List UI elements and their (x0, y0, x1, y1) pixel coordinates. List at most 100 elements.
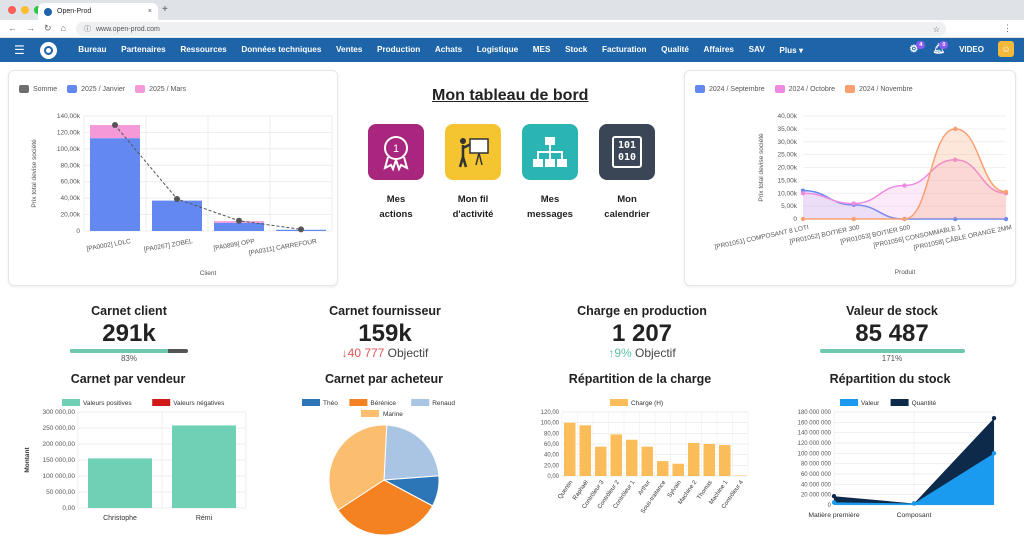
calendar-tile[interactable]: 101 010 (599, 124, 655, 180)
hamburger-menu-icon[interactable]: ☰ (14, 43, 25, 57)
y-tick-label: 15,00k (777, 177, 797, 184)
openprod-logo[interactable] (40, 41, 57, 59)
series-point (800, 191, 806, 196)
browser-tab[interactable]: Open-Prod × (38, 3, 158, 20)
x-tick-label: Composant (897, 512, 932, 519)
x-tick-label: [PA0311] CARREFOUR (248, 238, 317, 257)
y-tick-label: 20,00k (777, 165, 797, 172)
kpi-percentage: 83% (120, 354, 137, 363)
y-tick-label: 200 000,00 (42, 441, 75, 448)
y-tick-label: 100 000,00 (42, 473, 75, 480)
main-menu: Bureau Partenaires Ressources Données techn… (71, 45, 810, 55)
legend-item[interactable]: Bérénice (349, 399, 396, 407)
legend-label: Valeurs positives (83, 400, 132, 407)
url-input[interactable]: ⓘ www.open-prod.com ☆ (76, 22, 946, 36)
legend-item[interactable]: Théo (302, 399, 338, 407)
legend-item[interactable]: 2024 / Novembre (844, 85, 913, 93)
messages-tile[interactable] (522, 124, 578, 180)
bar-mars (90, 125, 140, 139)
forward-icon[interactable]: → (26, 23, 35, 33)
video-link[interactable]: VIDEO (959, 44, 984, 54)
nav-item-2[interactable]: Partenaires (121, 45, 166, 54)
legend-label: Quantité (912, 400, 937, 407)
pie-slice (328, 424, 388, 511)
bar (88, 458, 152, 508)
close-window-button[interactable] (8, 6, 16, 14)
legend-item[interactable]: 2024 / Octobre (774, 85, 835, 93)
x-tick-label: [PA0002] LDLC (86, 238, 132, 253)
y-tick-label: 20,00k (60, 212, 80, 219)
legend-item[interactable]: Renaud (411, 399, 455, 407)
legend-item[interactable]: Charge (H) (610, 399, 663, 407)
browser-menu-icon[interactable]: ⋮ (1003, 23, 1012, 33)
bookmark-star-icon[interactable]: ☆ (932, 24, 940, 34)
legend-item[interactable]: Valeurs positives (62, 399, 132, 407)
nav-item-5[interactable]: Ventes (336, 45, 363, 54)
home-icon[interactable]: ⌂ (60, 23, 66, 33)
nav-item-9[interactable]: MES (532, 45, 551, 54)
settings-icon[interactable]: ⚙ 4 (909, 40, 926, 55)
kpi-value[interactable]: 1 207 (611, 320, 673, 347)
legend-swatch (890, 399, 909, 406)
bar (734, 475, 746, 476)
legend-item[interactable]: Marine (361, 410, 403, 418)
product-chart-card: 2024 / Septembre 2024 / Octobre 2024 / Nov… (684, 70, 1016, 286)
close-tab-icon[interactable]: × (147, 8, 152, 15)
activity-tile[interactable] (445, 124, 501, 180)
kpi-objective: ↓40 777 Objectif (285, 346, 485, 360)
nav-item-7[interactable]: Achats (434, 45, 463, 54)
reload-icon[interactable]: ↻ (44, 23, 52, 33)
tile-label[interactable]: Mon calendrier (604, 194, 650, 220)
x-tick-label: Matière première (808, 512, 860, 519)
series-point (953, 126, 958, 132)
series-area (803, 190, 1006, 219)
nav-item-15[interactable]: Plus ▾ (779, 46, 804, 55)
bar-janvier (214, 222, 264, 231)
minimize-window-button[interactable] (21, 6, 29, 14)
kpi-value[interactable]: 291k (102, 320, 156, 347)
legend-item[interactable]: 2025 / Mars (135, 85, 186, 93)
site-info-icon[interactable]: ⓘ (84, 26, 91, 33)
bell-icon[interactable]: 🔔︎ 0 (932, 40, 949, 55)
client-bar-chart: 140,00k 120,00k 100,00k 80,00k 60,00k 40,00k 2… (31, 113, 333, 277)
nav-item-4[interactable]: Données techniques (241, 45, 322, 54)
legend-item[interactable]: Valeur (840, 399, 880, 407)
legend-item[interactable]: Quantité (890, 399, 937, 407)
tile-label[interactable]: Mes messages (527, 194, 573, 220)
kpi-percentage: 171% (881, 354, 903, 363)
back-icon[interactable]: ← (8, 23, 17, 33)
avatar[interactable]: ☺ (998, 41, 1014, 57)
legend-item[interactable]: 2025 / Janvier (67, 85, 125, 93)
favicon-icon (44, 7, 52, 16)
nav-item-8[interactable]: Logistique (476, 45, 519, 54)
legend-item[interactable]: Somme (19, 85, 57, 93)
y-tick-label: 0 (793, 216, 797, 223)
nav-item-1[interactable]: Bureau (78, 45, 107, 54)
nav-item-10[interactable]: Stock (565, 45, 588, 54)
charge-bar-chart: Charge (H) 120,00 100,00 80,00 60,00 40,00 20,… (541, 399, 749, 515)
series-point (1003, 189, 1009, 195)
new-tab-button[interactable]: + (162, 4, 168, 15)
sum-point (236, 217, 242, 224)
acheteur-chart-title: Carnet par acheteur (324, 372, 444, 386)
nav-item-13[interactable]: Affaires (703, 45, 735, 54)
series-point (851, 216, 856, 222)
nav-item-6[interactable]: Production (377, 45, 421, 54)
kpi-value[interactable]: 159k (358, 320, 412, 347)
legend-item[interactable]: 2024 / Septembre (695, 85, 765, 93)
product-chart-legend: 2024 / Septembre 2024 / Octobre 2024 / Nov… (695, 85, 913, 93)
legend-item[interactable]: Valeurs négatives (152, 399, 225, 407)
legend-swatch (135, 85, 146, 93)
stock-chart-title: Répartition du stock (829, 372, 951, 386)
nav-item-3[interactable]: Ressources (180, 45, 227, 54)
actions-tile[interactable]: 1 (368, 124, 424, 180)
y-tick-label: 100 000 000 (798, 451, 832, 457)
y-tick-label: 180 000 000 (798, 410, 832, 416)
tile-label[interactable]: Mon fil d'activité (452, 194, 494, 220)
nav-item-14[interactable]: SAV (748, 45, 765, 54)
nav-item-12[interactable]: Qualité (661, 45, 689, 54)
nav-item-11[interactable]: Facturation (601, 45, 647, 54)
kpi-value[interactable]: 85 487 (855, 320, 929, 347)
tile-label[interactable]: Mes actions (379, 194, 413, 220)
y-tick-label: 300 000,00 (42, 409, 75, 416)
